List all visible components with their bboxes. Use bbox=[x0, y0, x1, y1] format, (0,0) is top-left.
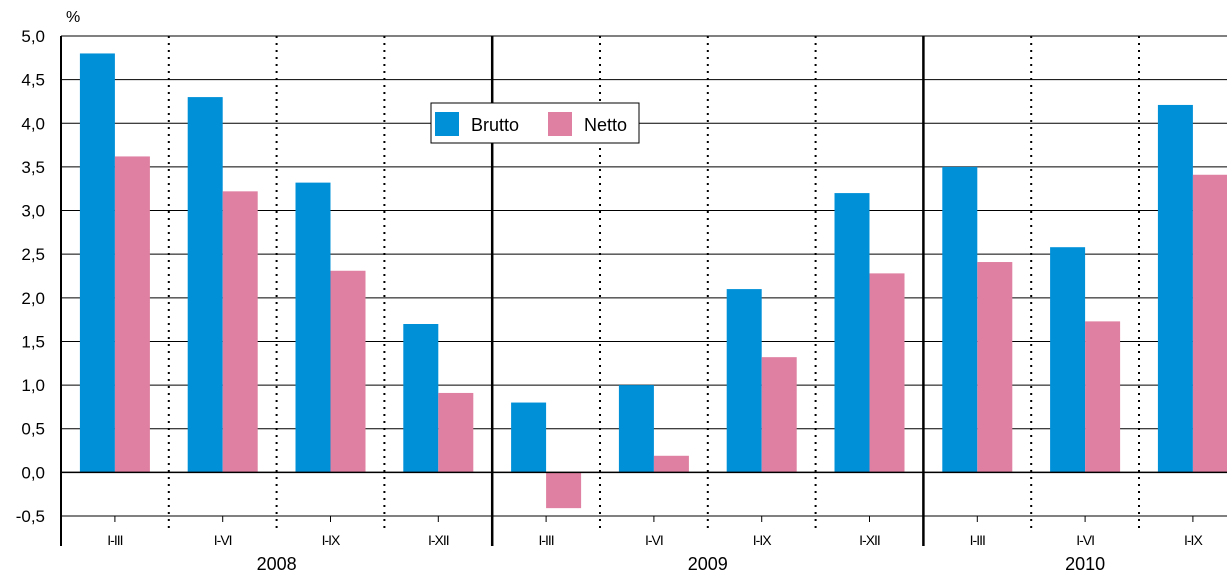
bar-brutto bbox=[403, 324, 439, 473]
y-tick-label: 0,5 bbox=[21, 420, 45, 439]
bar-netto bbox=[761, 357, 797, 473]
x-tick-label: I-III bbox=[107, 532, 122, 548]
bar-brutto bbox=[1157, 104, 1193, 473]
legend-swatch-brutto bbox=[435, 112, 459, 136]
x-tick-label: I-XII bbox=[428, 532, 449, 548]
bar-netto bbox=[653, 455, 689, 473]
x-tick-label: I-XII bbox=[859, 532, 880, 548]
legend-frame bbox=[430, 102, 640, 144]
x-tick-label: I-VI bbox=[645, 532, 663, 548]
y-tick-label: 5,0 bbox=[21, 27, 45, 46]
y-tick-label: 4,5 bbox=[21, 71, 45, 90]
bar-netto bbox=[330, 270, 366, 473]
bar-netto bbox=[1085, 321, 1121, 473]
axes: 5,0 4,5 4,0 3,5 3,0 2,5 2,0 1,5 1,0 0,5 0,0 -0,5 I-I… bbox=[16, 27, 1227, 574]
x-tick-label: I-IX bbox=[1184, 532, 1203, 548]
bar-brutto bbox=[295, 182, 331, 473]
x-tick-label: I-VI bbox=[214, 532, 232, 548]
y-tick-label: 0,0 bbox=[21, 463, 45, 482]
bar-netto bbox=[546, 472, 582, 509]
bar-brutto bbox=[511, 402, 547, 473]
legend-label-netto: Netto bbox=[584, 115, 627, 135]
bar-brutto bbox=[942, 166, 978, 473]
y-tick-label: 1,0 bbox=[21, 376, 45, 395]
y-tick-label: 2,0 bbox=[21, 289, 45, 308]
year-label: 2008 bbox=[257, 554, 297, 574]
bar-netto bbox=[977, 262, 1013, 473]
y-tick-label: -0,5 bbox=[16, 507, 45, 526]
bar-netto bbox=[869, 273, 905, 473]
y-tick-label: 1,5 bbox=[21, 332, 45, 351]
x-tick-label: I-III bbox=[538, 532, 553, 548]
y-tick-label: 4,0 bbox=[21, 114, 45, 133]
bars bbox=[79, 53, 1227, 509]
x-tick-label: I-IX bbox=[753, 532, 772, 548]
legend-swatch-netto bbox=[548, 112, 572, 136]
bar-brutto bbox=[726, 289, 762, 473]
y-tick-label: 3,5 bbox=[21, 158, 45, 177]
bar-brutto bbox=[1050, 247, 1086, 473]
bar-netto bbox=[114, 156, 150, 473]
bar-brutto bbox=[834, 193, 870, 473]
x-tick-label: I-IX bbox=[322, 532, 341, 548]
year-label: 2009 bbox=[688, 554, 728, 574]
bar-brutto bbox=[187, 97, 223, 473]
x-tick-label: I-III bbox=[970, 532, 985, 548]
legend: Brutto Netto bbox=[430, 102, 640, 144]
legend-label-brutto: Brutto bbox=[471, 115, 519, 135]
y-tick-label: 3,0 bbox=[21, 202, 45, 221]
bar-brutto bbox=[79, 53, 115, 473]
y-unit-label: % bbox=[66, 9, 80, 26]
bar-netto bbox=[438, 392, 474, 473]
year-label: 2010 bbox=[1065, 554, 1105, 574]
y-tick-label: 2,5 bbox=[21, 245, 45, 264]
bar-brutto bbox=[618, 385, 654, 473]
x-tick-label: I-VI bbox=[1076, 532, 1094, 548]
bar-netto bbox=[222, 191, 258, 473]
bar-netto bbox=[1192, 174, 1227, 473]
